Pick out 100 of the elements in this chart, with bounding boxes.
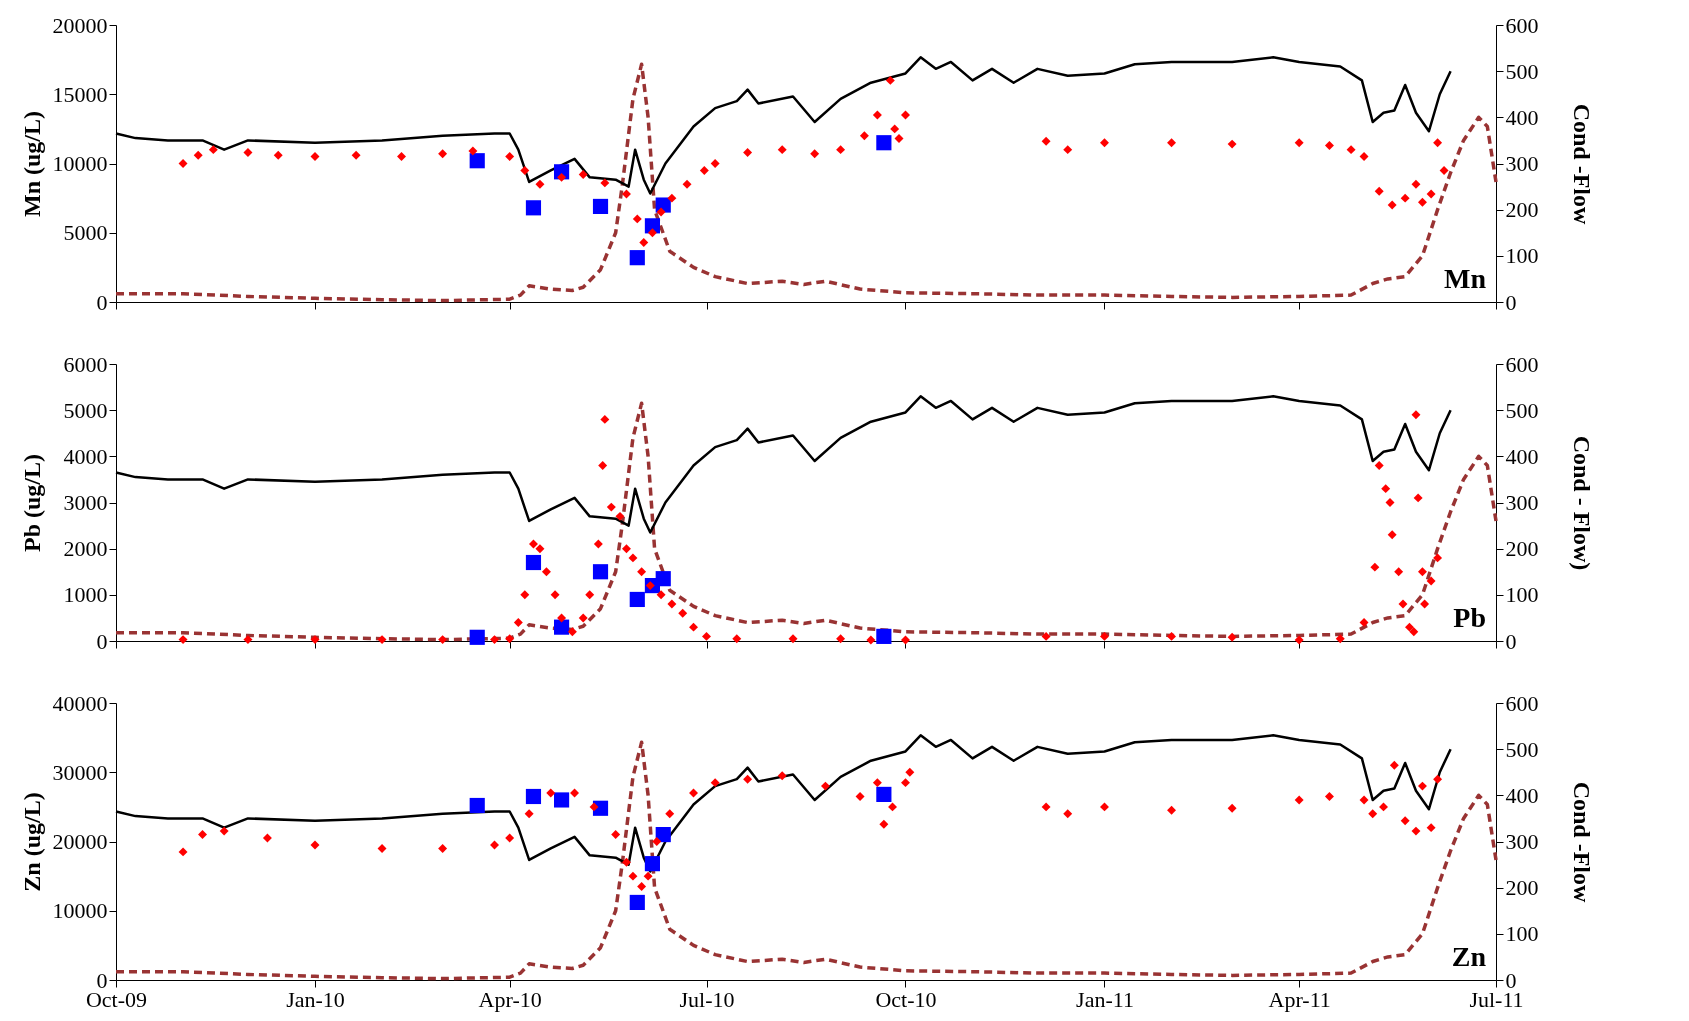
point <box>469 629 485 645</box>
point <box>788 634 798 644</box>
y2-tick-label: 0 <box>1505 628 1517 654</box>
point <box>905 767 915 777</box>
point <box>689 788 698 798</box>
point <box>678 608 688 618</box>
point <box>821 781 830 791</box>
point <box>1227 632 1237 642</box>
y2-axis-title: Cond - Flow) <box>1568 435 1595 571</box>
point <box>644 856 661 872</box>
point <box>710 159 720 168</box>
point <box>351 150 361 160</box>
point <box>525 788 542 805</box>
point <box>855 792 865 801</box>
y-tick-label: 3000 <box>63 490 108 515</box>
point <box>667 193 677 203</box>
y2-tick-label: 100 <box>1505 921 1539 947</box>
point <box>1381 484 1391 494</box>
point <box>469 797 485 814</box>
point <box>628 871 638 881</box>
y2-tick-label: 100 <box>1505 243 1539 269</box>
point <box>1411 410 1421 420</box>
point <box>1426 189 1436 199</box>
point <box>1420 599 1430 609</box>
point <box>1294 138 1304 148</box>
point <box>1439 165 1449 175</box>
point <box>1324 792 1334 801</box>
point <box>890 124 900 134</box>
x-tick-label: Jan-11 <box>1076 986 1134 1012</box>
y-tick-label: 0 <box>96 967 108 993</box>
point <box>567 627 577 637</box>
point <box>377 635 387 645</box>
point <box>505 833 515 843</box>
point <box>1041 136 1051 146</box>
point <box>600 178 610 188</box>
point <box>1167 631 1177 641</box>
point <box>469 153 485 169</box>
point <box>1433 774 1443 784</box>
y-axis-title: Mn (ug/L) <box>18 110 45 218</box>
point <box>667 599 677 609</box>
point <box>682 179 692 189</box>
y2-tick-label: 400 <box>1505 443 1539 469</box>
point <box>578 613 588 623</box>
point <box>557 613 567 623</box>
x-tick-label: Jan-10 <box>286 986 345 1012</box>
x-tick-label: Apr-10 <box>478 986 542 1012</box>
point <box>525 200 542 216</box>
point <box>505 634 515 644</box>
x-tick-label: Jul-10 <box>679 986 735 1012</box>
point <box>589 802 599 812</box>
point <box>647 228 657 238</box>
y2-tick-label: 600 <box>1505 351 1539 377</box>
y2-tick-label: 200 <box>1505 875 1539 901</box>
point <box>1370 562 1380 572</box>
point <box>1359 152 1369 162</box>
point <box>622 189 631 199</box>
point <box>656 590 666 600</box>
point <box>243 635 253 645</box>
point <box>1100 802 1109 812</box>
point <box>1063 145 1073 155</box>
point <box>1433 138 1443 148</box>
point <box>1359 618 1369 628</box>
y2-tick-label: 200 <box>1505 536 1539 562</box>
y-tick-label: 4000 <box>63 443 108 469</box>
point <box>810 149 820 159</box>
point <box>1400 193 1410 203</box>
y2-tick-label: 500 <box>1505 58 1539 84</box>
point <box>879 819 889 829</box>
y2-tick-label: 400 <box>1505 104 1539 130</box>
point <box>600 414 610 424</box>
point <box>1411 179 1421 189</box>
point <box>876 135 892 151</box>
point <box>637 567 647 577</box>
point <box>836 634 846 644</box>
y-tick-label: 0 <box>96 289 108 315</box>
point <box>656 207 666 217</box>
point <box>598 461 608 471</box>
point <box>611 830 621 840</box>
point <box>438 635 448 645</box>
y2-tick-label: 300 <box>1505 829 1539 854</box>
point <box>1400 816 1410 826</box>
point <box>1100 138 1109 148</box>
y-tick-label: 10000 <box>52 898 108 924</box>
point <box>1417 567 1427 577</box>
point <box>490 840 499 850</box>
point <box>397 152 406 162</box>
point <box>520 590 530 600</box>
point <box>310 840 320 850</box>
y-axis-title: Pb (ug/L) <box>18 453 45 553</box>
point <box>1389 760 1399 770</box>
y-tick-label: 5000 <box>63 397 108 423</box>
y2-tick-label: 400 <box>1505 782 1539 808</box>
y-tick-label: 30000 <box>52 759 108 785</box>
point <box>629 894 645 911</box>
point <box>505 152 515 162</box>
point <box>1227 803 1237 813</box>
point <box>732 634 742 644</box>
point <box>643 871 653 881</box>
y-tick-label: 5000 <box>63 220 108 246</box>
point <box>866 635 876 645</box>
